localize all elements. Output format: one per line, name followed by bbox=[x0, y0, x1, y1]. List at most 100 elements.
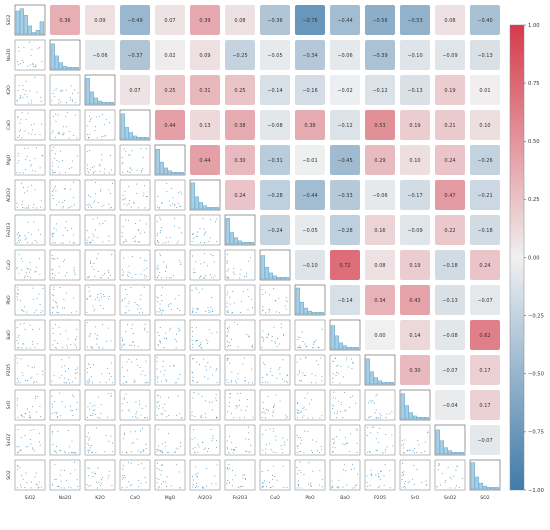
scatter-point bbox=[346, 484, 348, 486]
scatter-point bbox=[73, 461, 75, 463]
scatter-point bbox=[231, 312, 233, 314]
scatter-point bbox=[161, 226, 163, 228]
scatter-point bbox=[58, 201, 60, 203]
scatter-point bbox=[156, 401, 158, 403]
scatter-point bbox=[88, 467, 90, 469]
corr-cell-K2O-Fe2O3 bbox=[225, 75, 255, 105]
scatter-point bbox=[103, 296, 105, 298]
scatter-point bbox=[229, 393, 231, 395]
scatter-point bbox=[159, 303, 161, 305]
scatter-point bbox=[445, 480, 447, 482]
scatter-point bbox=[121, 403, 123, 405]
scatter-point bbox=[53, 307, 55, 309]
scatter-point bbox=[128, 410, 130, 412]
scatter-point bbox=[238, 399, 240, 401]
scatter-point bbox=[311, 439, 313, 441]
scatter-point bbox=[229, 362, 231, 364]
scatter-point bbox=[234, 302, 236, 304]
hist-bar-SnO2-1 bbox=[439, 440, 444, 455]
scatter-point bbox=[76, 408, 78, 410]
hist-bar-Al2O3-4 bbox=[206, 207, 211, 210]
scatter-point bbox=[18, 240, 20, 242]
scatter-point bbox=[282, 437, 284, 439]
scatter-point bbox=[19, 235, 21, 237]
scatter-point bbox=[140, 257, 142, 259]
scatter-point bbox=[56, 305, 58, 307]
scatter-point bbox=[336, 486, 338, 488]
scatter-point bbox=[245, 272, 247, 274]
scatter-point bbox=[226, 336, 228, 338]
scatter-point bbox=[356, 428, 358, 430]
scatter-point bbox=[386, 413, 388, 415]
hist-bar-Fe2O3-3 bbox=[237, 240, 242, 245]
scatter-point bbox=[33, 221, 35, 223]
scatter-point bbox=[90, 295, 92, 297]
scatter-point bbox=[86, 229, 88, 231]
scatter-frame-CuO-Fe2O3 bbox=[224, 249, 256, 281]
scatter-point bbox=[297, 445, 299, 447]
scatter-point bbox=[75, 338, 77, 340]
scatter-point bbox=[122, 226, 124, 228]
scatter-point bbox=[105, 381, 107, 383]
scatter-point bbox=[157, 401, 159, 403]
scatter-point bbox=[174, 217, 176, 219]
scatter-frame-PbO-K2O bbox=[84, 284, 116, 316]
scatter-point bbox=[16, 99, 18, 101]
scatter-point bbox=[228, 326, 230, 328]
scatter-point bbox=[143, 259, 145, 261]
scatter-point bbox=[367, 485, 369, 487]
scatter-point bbox=[86, 276, 88, 278]
hist-bar-Fe2O3-1 bbox=[229, 232, 234, 245]
scatter-point bbox=[244, 376, 246, 378]
corr-cell-Fe2O3-SrO bbox=[400, 215, 430, 245]
scatter-point bbox=[203, 449, 205, 451]
scatter-point bbox=[60, 480, 62, 482]
corr-cell-Na2O-Fe2O3 bbox=[225, 40, 255, 70]
scatter-point bbox=[354, 487, 356, 489]
scatter-point bbox=[101, 205, 103, 207]
scatter-point bbox=[24, 169, 26, 171]
scatter-point bbox=[332, 446, 334, 448]
scatter-point bbox=[30, 377, 32, 379]
scatter-point bbox=[332, 485, 334, 487]
scatter-frame-BaO-MgO bbox=[154, 319, 186, 351]
scatter-point bbox=[344, 410, 346, 412]
scatter-point bbox=[366, 482, 368, 484]
scatter-point bbox=[121, 410, 123, 412]
scatter-point bbox=[144, 327, 146, 329]
corr-value-SiO2-BaO: −0.44 bbox=[337, 18, 352, 24]
scatter-point bbox=[143, 185, 145, 187]
corr-value-CaO-P2O5: 0.53 bbox=[374, 123, 385, 129]
row-label-BaO: BaO bbox=[6, 330, 12, 340]
scatter-point bbox=[87, 406, 89, 408]
scatter-point bbox=[377, 432, 379, 434]
scatter-point bbox=[97, 467, 99, 469]
scatter-point bbox=[178, 327, 180, 329]
scatter-point bbox=[94, 170, 96, 172]
scatter-point bbox=[121, 475, 123, 477]
scatter-point bbox=[192, 346, 194, 348]
scatter-point bbox=[197, 452, 199, 454]
scatter-point bbox=[160, 474, 162, 476]
scatter-point bbox=[88, 450, 90, 452]
scatter-point bbox=[63, 299, 65, 301]
scatter-point bbox=[296, 409, 298, 411]
corr-cell-BaO-SO2 bbox=[470, 320, 500, 350]
scatter-point bbox=[121, 171, 123, 173]
scatter-point bbox=[138, 486, 140, 488]
corr-value-SiO2-K2O: 0.09 bbox=[94, 18, 105, 24]
scatter-point bbox=[121, 236, 123, 238]
scatter-point bbox=[168, 304, 170, 306]
scatter-point bbox=[134, 236, 136, 238]
scatter-point bbox=[17, 136, 19, 138]
scatter-point bbox=[282, 452, 284, 454]
scatter-point bbox=[192, 307, 194, 309]
scatter-point bbox=[181, 417, 183, 419]
column-label-SO2: SO2 bbox=[480, 495, 490, 501]
scatter-point bbox=[231, 448, 233, 450]
scatter-point bbox=[23, 207, 25, 209]
scatter-point bbox=[99, 170, 101, 172]
scatter-point bbox=[33, 382, 35, 384]
scatter-point bbox=[24, 235, 26, 237]
hist-bar-P2O5-1 bbox=[369, 371, 374, 385]
